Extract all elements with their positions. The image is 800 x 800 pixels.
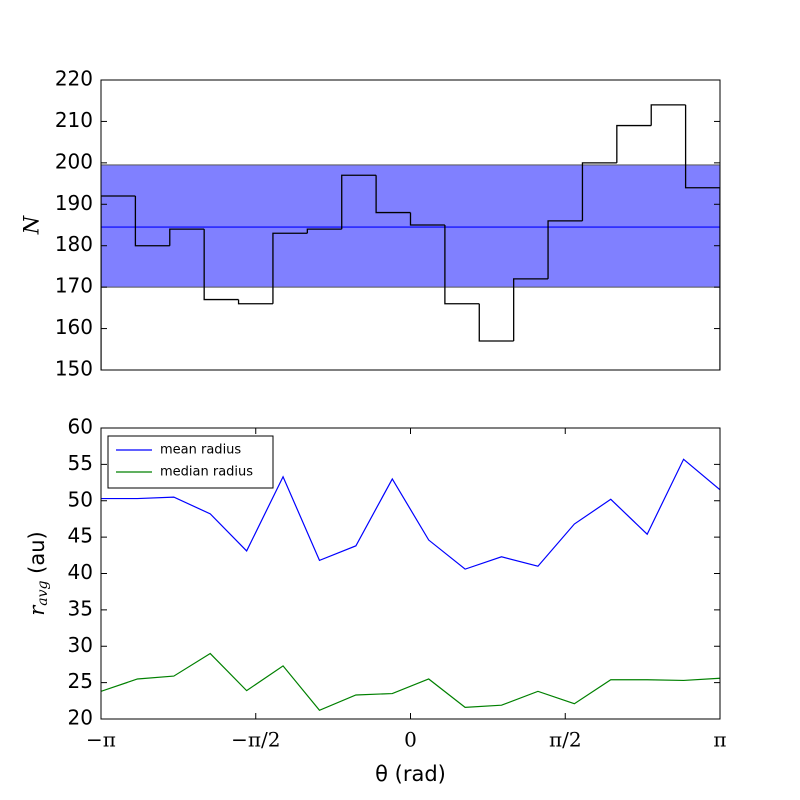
y-tick-label: 50 <box>68 487 93 511</box>
y-tick-label: 180 <box>55 232 93 256</box>
y-tick-label: 210 <box>55 108 93 132</box>
hist-step <box>616 124 652 163</box>
hist-step <box>341 174 377 230</box>
hist-step <box>101 195 136 370</box>
y-label-symbol: r <box>25 604 49 616</box>
x-tick-label: π/2 <box>549 728 582 752</box>
line-series <box>101 652 720 711</box>
x-tick-label: −π/2 <box>231 728 280 752</box>
hist-step <box>547 220 583 279</box>
hist-step <box>272 232 308 304</box>
x-tick-label: 0 <box>404 728 417 752</box>
line-series <box>101 458 720 570</box>
plot-area <box>101 104 720 370</box>
y-label-space <box>25 574 49 581</box>
hist-step <box>581 162 617 221</box>
hist-step <box>134 196 170 247</box>
axes-frame <box>100 79 721 371</box>
y-tick-label: 200 <box>55 149 93 173</box>
y-tick-label: 40 <box>68 560 93 584</box>
y-tick-label: 170 <box>55 274 93 298</box>
y-tick-label: 35 <box>68 596 93 620</box>
hist-step <box>237 299 273 305</box>
y-tick-label: 20 <box>68 706 93 730</box>
y-tick-label: 220 <box>55 67 93 91</box>
hist-step <box>375 175 411 214</box>
y-tick-label: 30 <box>68 633 93 657</box>
hist-step <box>650 104 686 126</box>
y-axis-label: ravg (au) <box>25 531 52 616</box>
y-tick-label: 25 <box>68 669 93 693</box>
hist-step <box>513 278 549 341</box>
y-tick-label: 45 <box>68 524 93 548</box>
x-tick-label: −π <box>86 728 116 752</box>
hist-step <box>169 228 205 246</box>
hist-step <box>684 104 720 370</box>
y-label-unit: (au) <box>25 531 49 574</box>
y-tick-label: 190 <box>55 191 93 215</box>
plot-area <box>101 458 720 711</box>
y-axis-label: N <box>20 215 44 235</box>
x-axis-label: θ (rad) <box>375 762 446 786</box>
legend-label: median radius <box>160 465 253 480</box>
x-tick-label: π <box>713 728 726 752</box>
y-label-subscript: avg <box>35 580 51 605</box>
y-tick-label: 55 <box>68 451 93 475</box>
std-band <box>101 164 720 288</box>
hist-step <box>306 228 342 234</box>
hist-step <box>203 229 239 301</box>
hist-step <box>409 212 445 226</box>
legend-label: mean radius <box>160 443 241 458</box>
legend-box <box>107 435 274 489</box>
y-tick-label: 160 <box>55 315 93 339</box>
hist-step <box>478 303 514 342</box>
y-tick-label: 150 <box>55 357 93 381</box>
hist-step <box>444 225 480 305</box>
y-tick-label: 60 <box>68 415 93 439</box>
